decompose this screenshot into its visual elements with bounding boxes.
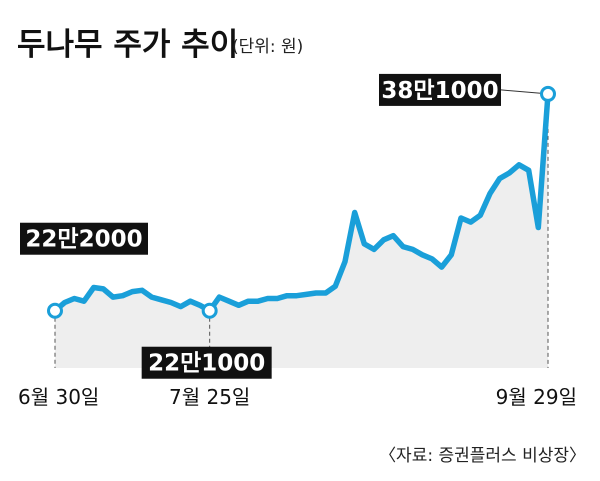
data-point — [324, 291, 328, 295]
data-point — [353, 211, 357, 214]
data-point — [63, 301, 67, 304]
area-fill — [55, 93, 548, 369]
data-point — [449, 253, 453, 257]
data-point — [362, 242, 366, 246]
value-label: 38만1000 — [381, 78, 498, 104]
data-point — [391, 234, 395, 238]
value-label-box — [379, 73, 501, 106]
price-line — [52, 91, 551, 314]
data-point — [314, 291, 318, 295]
data-point — [459, 216, 463, 220]
data-point — [217, 295, 221, 299]
data-point — [188, 299, 192, 303]
data-point — [430, 257, 434, 261]
data-point — [372, 248, 376, 251]
value-label: 22만1000 — [148, 351, 265, 377]
data-point — [517, 163, 521, 167]
data-point — [159, 298, 163, 302]
data-point — [198, 303, 202, 307]
data-point — [150, 295, 154, 299]
data-point — [304, 293, 308, 296]
data-point — [440, 265, 444, 269]
data-point — [507, 171, 511, 175]
annotation-layer: 22만2000 22만1000 38만1000 6월 30일 7월 25일 9월 29일 — [18, 73, 577, 409]
data-point — [266, 297, 270, 300]
data-point — [382, 238, 386, 242]
data-point — [527, 168, 531, 172]
data-point — [179, 305, 183, 308]
data-point — [227, 299, 231, 303]
data-point — [237, 303, 241, 307]
value-label-box — [141, 346, 272, 379]
data-point — [72, 297, 76, 300]
data-point — [285, 294, 289, 298]
data-point — [101, 287, 105, 291]
data-point — [130, 290, 134, 293]
x-tick-label: 7월 25일 — [169, 385, 250, 409]
data-point — [469, 220, 473, 224]
chart-title: 두나무 주가 추이 — [17, 27, 238, 63]
source-note: 〈자료: 증권플러스 비상장〉 — [379, 446, 586, 466]
data-point — [401, 245, 405, 249]
unit-label: (단위: 원) — [232, 37, 303, 57]
data-point — [140, 288, 144, 292]
x-tick-label: 6월 30일 — [18, 385, 99, 409]
value-label: 22만2000 — [25, 227, 142, 253]
highlight-marker — [540, 85, 556, 102]
plot-area — [52, 91, 551, 369]
data-point — [343, 260, 347, 263]
data-point — [488, 192, 492, 195]
data-point — [411, 248, 415, 251]
data-point — [478, 213, 482, 217]
data-point — [246, 299, 250, 303]
x-tick-label: 9월 29일 — [496, 385, 577, 409]
data-point — [536, 226, 540, 229]
value-label-box — [20, 222, 148, 255]
data-point — [169, 301, 173, 304]
data-point — [121, 294, 125, 298]
data-point — [420, 253, 424, 257]
data-point — [111, 295, 115, 299]
highlight-marker — [47, 302, 63, 319]
data-point — [295, 294, 299, 298]
data-point — [82, 299, 86, 303]
data-point — [92, 286, 96, 289]
data-point — [333, 284, 337, 288]
data-point — [498, 177, 502, 180]
data-point — [275, 297, 279, 300]
highlight-marker — [201, 302, 218, 319]
data-point — [256, 299, 260, 303]
